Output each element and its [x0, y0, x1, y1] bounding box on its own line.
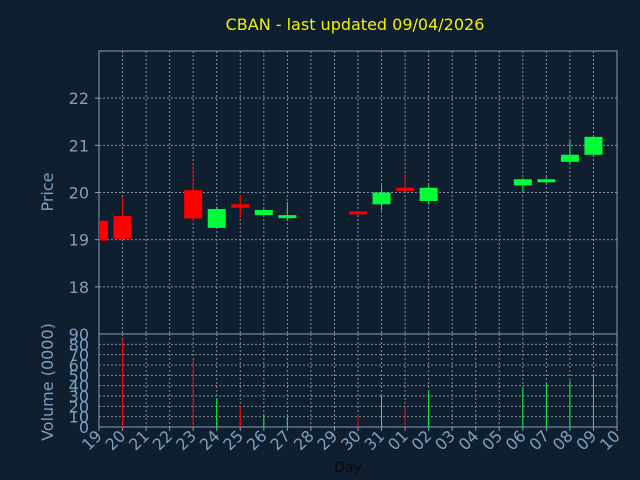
volume-tick-label: 70	[69, 346, 89, 365]
volume-axis-label: Volume (0000)	[38, 323, 57, 441]
candle-body	[419, 187, 438, 201]
volume-tick-label: 30	[69, 387, 89, 406]
price-tick-label: 21	[69, 136, 89, 155]
price-panel: 18 19 20 21 22	[69, 50, 618, 335]
candle-body	[184, 190, 203, 219]
price-tick-label: 19	[69, 231, 89, 250]
volume-tick-label: 80	[69, 335, 89, 354]
candle-body	[207, 209, 226, 228]
candle-body	[349, 211, 367, 215]
volume-tick-label: 20	[69, 397, 89, 416]
candle-body	[231, 204, 250, 208]
volume-tick-label: 60	[69, 356, 89, 375]
candle-body	[560, 154, 579, 162]
x-axis-label: Day	[334, 460, 362, 476]
candles-group	[99, 135, 603, 243]
price-tick-label: 22	[69, 89, 89, 108]
candle-body	[513, 179, 532, 186]
price-axis-label: Price	[38, 172, 57, 211]
volume-tick-label: 90	[69, 325, 89, 344]
volume-tick-label: 10	[69, 408, 89, 427]
price-tick-label: 18	[69, 278, 89, 297]
candle-body	[254, 209, 273, 216]
volume-tick-label: 0	[79, 418, 89, 437]
candle-body	[113, 216, 132, 239]
candle-body	[278, 215, 297, 219]
candle-body	[584, 136, 603, 155]
price-tick-label: 20	[69, 184, 89, 203]
candle-body	[396, 187, 415, 191]
x-tick-label: 10	[596, 426, 624, 454]
volume-panel: 0102030405060708090192021222324252627282…	[69, 325, 624, 454]
volume-tick-label: 40	[69, 377, 89, 396]
volume-tick-label: 50	[69, 366, 89, 385]
candle-body	[537, 179, 556, 183]
candle-body	[372, 192, 391, 205]
chart-title: CBAN - last updated 09/04/2026	[226, 15, 485, 34]
candle-body	[99, 220, 108, 241]
